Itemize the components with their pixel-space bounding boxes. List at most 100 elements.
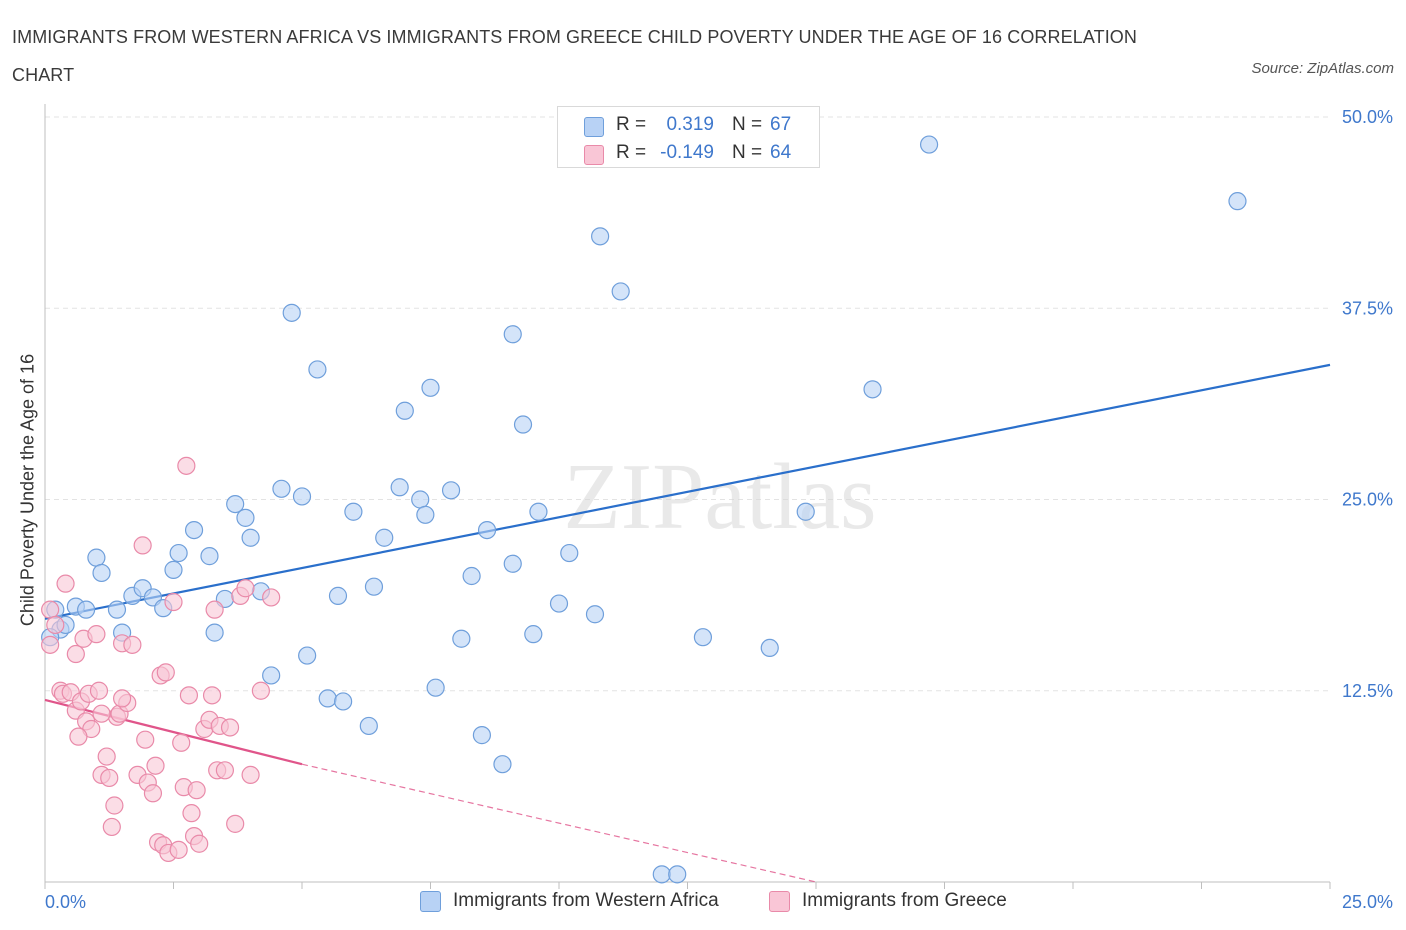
legend-r-label: R =: [616, 114, 647, 135]
data-point: [41, 600, 60, 619]
data-point: [1228, 192, 1247, 211]
data-point: [177, 456, 196, 475]
legend-r-label: R =: [616, 142, 647, 163]
data-point: [919, 135, 939, 154]
data-point: [344, 502, 363, 521]
data-point: [560, 543, 579, 563]
data-point: [262, 666, 281, 685]
data-point: [364, 577, 384, 596]
data-point: [441, 481, 461, 500]
data-point: [41, 635, 60, 654]
data-point: [146, 756, 165, 775]
data-points: [41, 135, 1247, 884]
legend-n-label: N =: [732, 142, 763, 163]
data-point: [375, 528, 394, 547]
data-point: [56, 574, 75, 593]
data-point: [503, 325, 522, 344]
data-point: [133, 536, 152, 555]
data-point: [477, 520, 497, 540]
data-point: [513, 415, 533, 434]
data-point: [205, 623, 224, 642]
data-point: [66, 644, 85, 664]
data-point: [426, 678, 445, 697]
data-point: [236, 508, 255, 527]
data-point: [472, 726, 491, 745]
watermark: ZIPatlas: [563, 445, 876, 549]
data-point: [169, 840, 188, 859]
data-point: [143, 784, 163, 803]
legend-row-greece: R = -0.149 N = 64: [558, 139, 819, 167]
data-point: [298, 646, 317, 665]
data-point: [187, 781, 206, 800]
legend-n-label: N =: [732, 114, 763, 135]
data-point: [105, 796, 124, 815]
data-point: [87, 625, 106, 644]
data-point: [395, 401, 414, 420]
data-point: [318, 689, 337, 708]
data-point: [226, 494, 245, 514]
legend-swatch-blue: [420, 891, 441, 912]
data-point: [411, 490, 430, 509]
data-point: [529, 502, 548, 521]
data-point: [107, 600, 127, 619]
legend-label: Immigrants from Western Africa: [453, 890, 719, 911]
data-point: [179, 686, 199, 705]
data-point: [611, 282, 630, 301]
data-point: [359, 716, 378, 736]
legend-swatch-pink: [584, 145, 604, 165]
data-point: [69, 727, 88, 746]
y-tick-label: 12.5%: [1342, 681, 1393, 701]
data-point: [524, 625, 543, 644]
y-tick-label: 25.0%: [1342, 490, 1393, 510]
data-point: [693, 628, 713, 647]
data-point: [215, 761, 234, 780]
data-point: [190, 834, 209, 853]
x-tick-label: 25.0%: [1342, 892, 1393, 912]
data-point: [89, 681, 109, 700]
data-point: [156, 663, 175, 682]
data-point: [282, 303, 301, 322]
trend-line-greece: [44, 698, 303, 766]
data-point: [462, 566, 481, 586]
trend-line-greece-extension: [301, 763, 817, 883]
data-point: [272, 479, 291, 498]
data-point: [200, 547, 219, 566]
data-point: [123, 635, 142, 654]
legend-swatch-pink: [769, 891, 790, 912]
data-point: [172, 733, 191, 752]
data-point: [87, 548, 106, 567]
data-point: [251, 681, 270, 700]
data-point: [796, 502, 815, 521]
data-point: [668, 865, 687, 884]
data-point: [241, 528, 260, 547]
data-point: [182, 804, 201, 823]
data-point: [585, 605, 605, 624]
data-point: [591, 227, 610, 246]
legend-r-value: -0.149: [660, 142, 714, 163]
y-tick-label: 50.0%: [1342, 107, 1393, 127]
stats-legend: R = 0.319 N = 67 R = -0.149 N = 64: [557, 106, 820, 168]
data-point: [136, 730, 155, 749]
data-point: [308, 360, 327, 379]
data-point: [262, 588, 281, 607]
data-point: [184, 520, 204, 540]
trend-line-western-africa: [44, 363, 1331, 620]
tick-labels: 12.5% 25.0% 37.5% 50.0% 0.0% 25.0%: [45, 107, 1393, 912]
data-point: [760, 638, 779, 658]
data-point: [100, 768, 119, 788]
data-point: [292, 487, 312, 506]
data-point: [863, 380, 882, 399]
legend-label: Immigrants from Greece: [802, 890, 1007, 911]
data-point: [549, 594, 569, 613]
data-point: [164, 560, 183, 579]
legend-row-western-africa: R = 0.319 N = 67: [558, 111, 819, 139]
data-point: [421, 378, 440, 397]
data-point: [205, 600, 224, 619]
trend-lines: [44, 363, 1331, 883]
data-point: [220, 718, 240, 737]
data-point: [92, 563, 111, 583]
x-tick-label: 0.0%: [45, 892, 86, 912]
axes: [44, 104, 1331, 889]
data-point: [236, 579, 255, 598]
source-label: Source: ZipAtlas.com: [1251, 60, 1394, 77]
